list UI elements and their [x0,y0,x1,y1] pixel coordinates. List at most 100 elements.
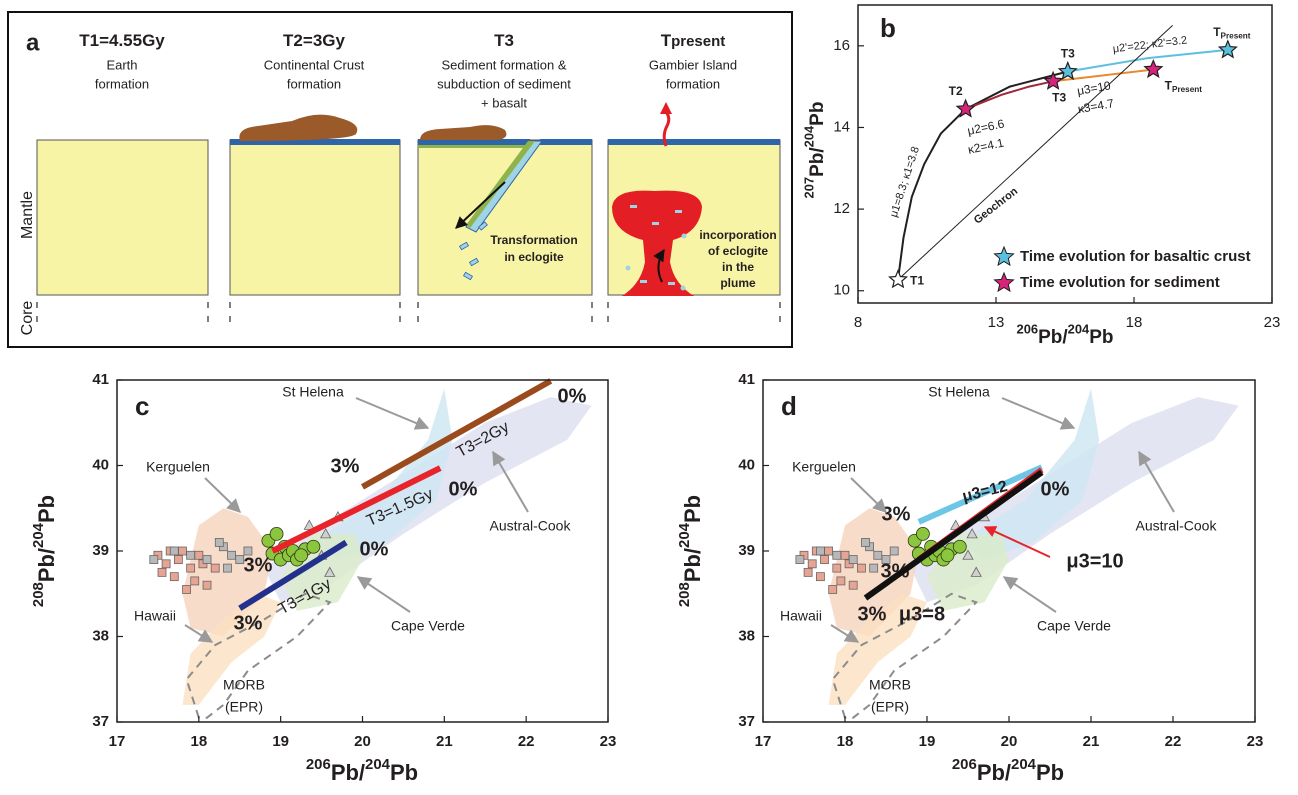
point-label: TPresent [1213,25,1251,41]
star-marker [1057,60,1078,81]
stage-title: T1=4.55Gy [79,31,165,50]
y-axis-label-part: 204 [30,522,47,548]
note: of eclogite [708,244,768,258]
data-point [816,546,825,556]
legend-marker [993,245,1015,267]
line [863,469,1044,601]
x-axis-label-part: Pb/ [977,760,1011,785]
y-axis-label-part: Pb [34,495,59,523]
y-tick-label: 38 [738,627,755,644]
region [831,592,979,719]
x-axis-label-part: 206 [306,756,331,773]
stage-title: T2=3Gy [283,31,345,50]
stage-caption: subduction of sediment [437,76,571,91]
y-axis-label-part: Pb/ [34,548,59,582]
plume-tip [660,102,672,114]
y-axis-label-part: Pb/ [807,147,828,177]
x-tick-label: 18 [1126,314,1143,331]
panel-a: a T1=4.55Gy T2=3Gy T3 Tpresent Earth for… [7,11,793,348]
point-label: T2 [949,84,963,98]
stage-title: Tpresent [661,31,726,50]
x-axis-label-part: Pb/ [1038,327,1068,348]
x-tick-label: 13 [988,314,1005,331]
arrow [850,477,888,513]
arrow [1002,576,1057,613]
point-label-part: Present [1172,85,1202,94]
arrow [204,477,242,513]
data-point [836,576,846,586]
data-point [294,548,309,563]
region-label: Kerguelen [146,459,210,475]
data-point [962,549,974,560]
y-axis-label: 207Pb/204Pb [802,102,828,199]
region-label: St Helena [928,384,990,400]
y-tick-label: 40 [92,456,109,473]
side-label: Mantle [19,191,36,239]
data-point [795,555,805,564]
point-label: T3 [1061,47,1075,61]
star-marker [1143,58,1164,79]
point-label-part: T [1213,25,1221,39]
y-axis-label-part: Pb/ [680,548,705,582]
y-axis-label: 208Pb/204Pb [676,495,705,607]
x-axis-label-part: Pb/ [331,760,365,785]
annotation: κ3=4.7 [1077,96,1116,116]
point-label: T1 [910,274,924,288]
line-end-label: 0% [558,385,587,407]
data-point [210,563,220,573]
data-point [202,555,212,564]
x-tick-label: 21 [1083,733,1100,750]
data-point [161,559,171,569]
line-start-label: 3% [858,603,887,625]
mantle-box [417,139,593,296]
arrow [1138,450,1175,513]
data-point [966,528,978,539]
x-axis-label-part: 206 [952,756,977,773]
eclogite [675,210,682,213]
x-tick-label: 22 [1165,733,1182,750]
arrow [356,576,411,613]
data-point [828,585,838,594]
line [965,80,1054,111]
data-point [861,538,870,547]
star-marker [955,98,976,118]
region-label: (EPR) [871,699,909,715]
line [897,25,1173,281]
data-point [324,566,336,577]
region [828,593,927,705]
data-point [149,555,159,564]
note: incorporation [699,228,776,242]
y-axis-label-part: Pb [807,102,828,126]
oceanic-crust [418,139,530,145]
oceanic-crust [230,139,400,145]
data-point [889,546,899,556]
stage-caption: formation [287,76,341,91]
region [185,592,332,719]
panel-frame [7,11,793,348]
data-point [832,550,842,560]
x-tick-label: 23 [1247,733,1264,750]
x-axis-label-part: Pb [1089,327,1113,348]
note: in eclogite [504,250,564,264]
region-label: Hawaii [780,608,822,624]
arrow [455,181,506,229]
line-start-label: 3% [882,503,911,525]
continental-crust [239,114,358,141]
stage-caption: formation [666,76,720,91]
arrow [184,624,214,643]
point-label: T3 [1052,91,1066,105]
point-label-part: Present [1221,32,1251,41]
data-point [223,563,232,573]
eclogite-bits [458,221,488,281]
region [182,593,281,705]
data-point [190,576,200,586]
x-tick-label: 18 [190,733,207,750]
region-label: (EPR) [225,699,263,715]
y-tick-label: 14 [833,118,850,135]
slab-sediment [466,141,535,228]
stage-caption: + basalt [481,95,527,110]
arrow [830,624,860,643]
y-axis-label-part: Pb [680,495,705,523]
point-label-part: T3 [1052,91,1066,105]
